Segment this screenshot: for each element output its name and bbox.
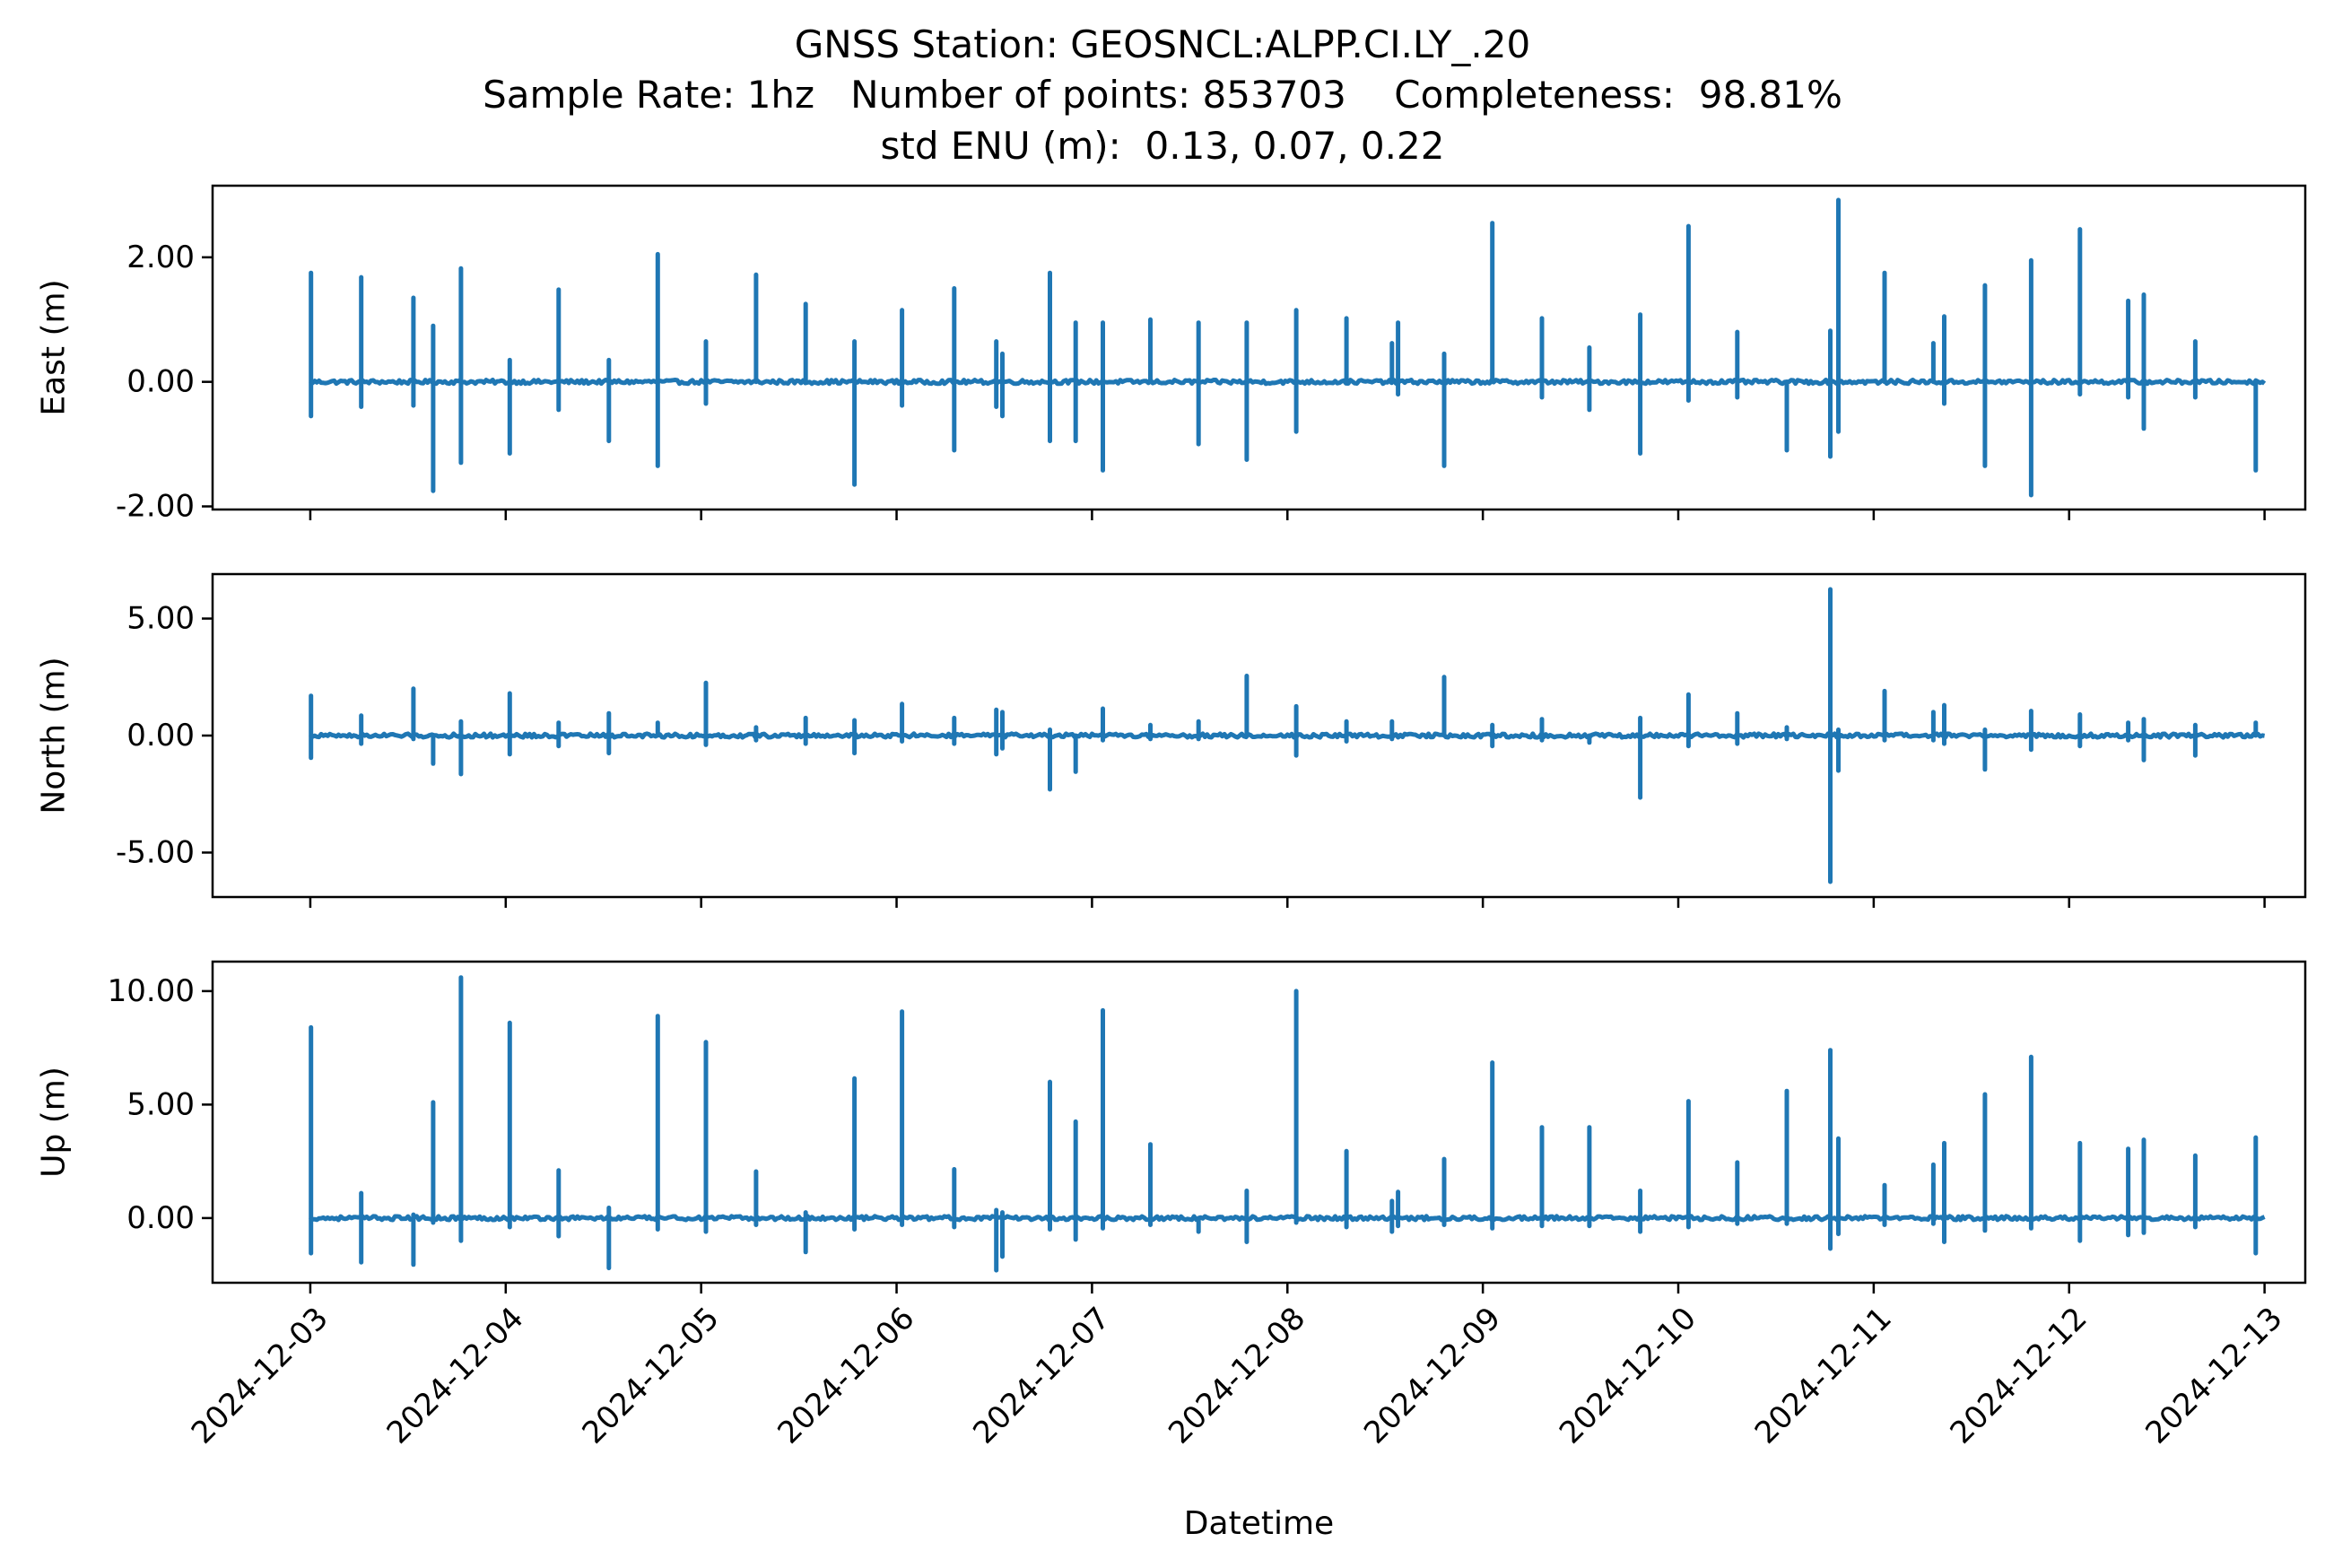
panel-north: -5.00 0.00 5.00 North (m) xyxy=(36,572,2307,908)
chart-title-sample-info: Sample Rate: 1hz Number of points: 85370… xyxy=(483,73,1842,117)
y-tick-label: 0.00 xyxy=(126,1200,195,1236)
y-tick-label: 5.00 xyxy=(126,1086,195,1122)
series-line xyxy=(309,378,2267,387)
y-tick-label: 0.00 xyxy=(126,718,195,754)
x-tick-label: 2024-12-12 xyxy=(1944,1301,2094,1451)
panel-east: -2.00 0.00 2.00 East (m) xyxy=(36,184,2307,525)
y-axis-label: East (m) xyxy=(36,279,73,415)
x-tick-label: 2024-12-10 xyxy=(1553,1301,1703,1451)
axes-frame xyxy=(211,960,2307,1285)
y-tick-label: 0.00 xyxy=(126,364,195,400)
x-tick-label: 2024-12-11 xyxy=(1748,1301,1899,1451)
y-tick-label: 2.00 xyxy=(126,240,195,275)
x-tick-label: 2024-12-04 xyxy=(380,1301,531,1451)
y-tick-label: -2.00 xyxy=(116,489,195,525)
x-tick-label: 2024-12-05 xyxy=(576,1301,727,1451)
panel-up: 0.00 5.00 10.00 Up (m) 2024-12-03 2024-12-04 2… xyxy=(36,960,2307,1542)
y-axis-label: Up (m) xyxy=(36,1067,73,1178)
chart-title-station: GNSS Station: GEOSNCL:ALPP.CI.LY_.20 xyxy=(794,22,1531,66)
chart-title-std-enu: std ENU (m): 0.13, 0.07, 0.22 xyxy=(880,124,1445,168)
y-tick-label: -5.00 xyxy=(116,834,195,870)
x-axis-label: Datetime xyxy=(1184,1505,1334,1542)
axes-frame xyxy=(211,184,2307,511)
series-line xyxy=(309,1214,2266,1223)
x-tick-label: 2024-12-13 xyxy=(2139,1301,2290,1451)
x-tick-label: 2024-12-07 xyxy=(966,1301,1117,1451)
series-line xyxy=(309,731,2266,740)
x-tick-label: 2024-12-08 xyxy=(1162,1301,1312,1451)
x-tick-label: 2024-12-09 xyxy=(1357,1301,1508,1451)
x-tick-label: 2024-12-03 xyxy=(185,1301,335,1451)
y-axis-label: North (m) xyxy=(36,657,73,814)
y-tick-label: 5.00 xyxy=(126,601,195,637)
x-tick-label: 2024-12-06 xyxy=(771,1301,921,1451)
y-tick-label: 10.00 xyxy=(108,973,195,1009)
